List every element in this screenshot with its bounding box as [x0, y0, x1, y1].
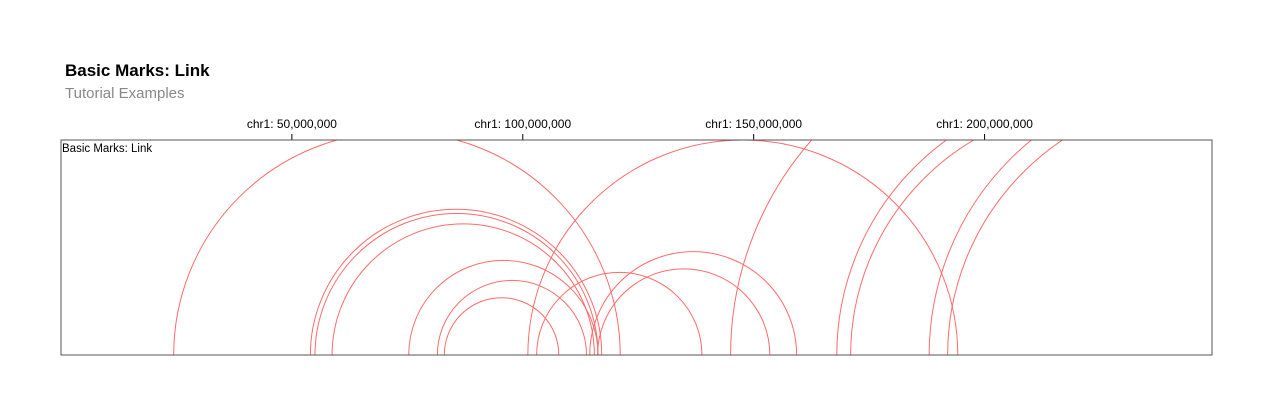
links-layer: [173, 96, 1272, 355]
link-arc: [730, 140, 814, 355]
x-tick-label: chr1: 200,000,000: [936, 117, 1033, 131]
link-arc: [589, 251, 798, 355]
link-arc: [527, 140, 959, 355]
link-arc: [173, 140, 621, 355]
chart-subtitle: Tutorial Examples: [65, 85, 185, 102]
x-axis: chr1: 50,000,000 chr1: 100,000,000 chr1: 1…: [247, 117, 1033, 140]
link-arc: [436, 280, 588, 355]
x-tick-label: chr1: 50,000,000: [247, 117, 337, 131]
link-arc: [948, 96, 1272, 355]
link-arc: [836, 140, 948, 355]
link-arc: [536, 272, 703, 355]
link-arc: [443, 297, 560, 355]
link-arc: [850, 140, 975, 355]
link-arc: [331, 223, 595, 355]
chart-title: Basic Marks: Link: [65, 61, 210, 80]
x-tick-label: chr1: 100,000,000: [474, 117, 571, 131]
link-arc: [597, 268, 771, 355]
link-arc: [928, 140, 1033, 355]
track-frame: [60, 139, 1213, 356]
link-arc: [314, 213, 599, 355]
track-label: Basic Marks: Link: [62, 143, 152, 155]
link-arc: [408, 260, 599, 355]
link-arc: [309, 208, 603, 355]
x-tick-label: chr1: 150,000,000: [705, 117, 802, 131]
